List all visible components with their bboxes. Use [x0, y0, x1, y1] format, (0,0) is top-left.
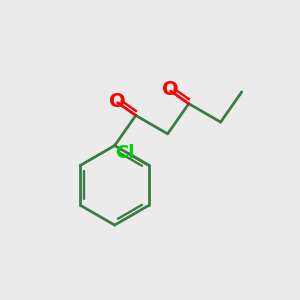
Text: O: O: [162, 80, 179, 99]
Text: O: O: [110, 92, 126, 111]
Text: Cl: Cl: [115, 144, 134, 162]
